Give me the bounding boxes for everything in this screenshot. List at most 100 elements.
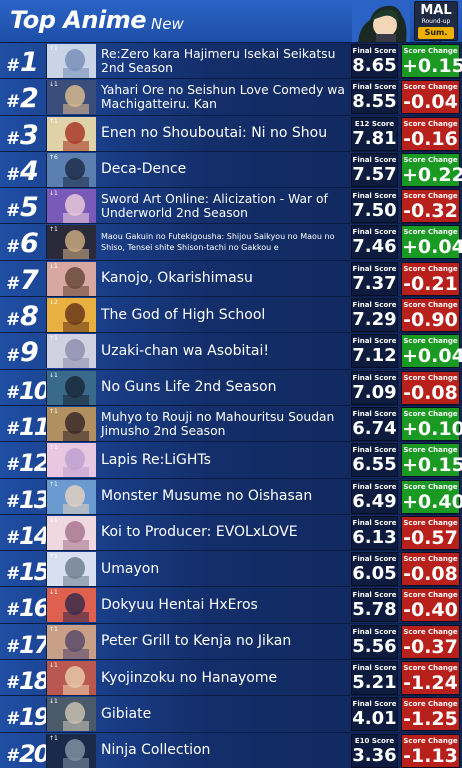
score-change-box: Score Change -1.24	[401, 661, 460, 696]
anime-title: Maou Gakuin no Futekigousha: Shijou Saik…	[101, 232, 335, 253]
score-change-label: Score Change	[403, 409, 458, 418]
score-label: E12 Score	[354, 119, 395, 128]
badge-roundup-text: Round-up	[421, 18, 451, 25]
rank-number: # 10	[6, 376, 50, 405]
rank-movement: ↓2	[49, 299, 58, 307]
rank-movement: ↓1	[49, 589, 58, 597]
anime-thumbnail: ↑1	[46, 443, 96, 478]
score-change-box: Score Change -1.25	[401, 697, 460, 732]
score-box: Final Score 7.29	[351, 298, 398, 333]
anime-thumbnail: ↑1	[46, 479, 96, 514]
score-box: Final Score 8.65	[351, 44, 398, 78]
ranking-row: # 18 ↓1 Kyojinzoku no Hanayome Final Sco…	[0, 659, 462, 696]
ranking-row: # 2 ↓1 Yahari Ore no Seishun Love Comedy…	[0, 78, 462, 115]
score-value: 7.37	[352, 272, 397, 294]
score-value: 6.13	[352, 526, 397, 548]
score-change-box: Score Change +0.04	[401, 334, 462, 369]
score-change-label: Score Change	[403, 446, 458, 455]
rank-movement: ↑1	[49, 407, 58, 415]
score-label: Final Score	[352, 337, 397, 346]
rank-number: # 9	[6, 337, 39, 369]
anime-title: Gibiate	[101, 705, 152, 722]
score-change-box: Score Change -1.13	[401, 733, 460, 768]
anime-thumbnail: ↑1	[46, 116, 96, 151]
ranking-row: # 20 ↑1 Ninja Collection E10 Score 3.36 …	[0, 731, 462, 768]
score-change-label: Score Change	[403, 264, 458, 273]
score-change-label: Score Change	[403, 591, 458, 600]
score-change-box: Score Change -0.40	[401, 588, 460, 623]
score-change-value: -0.90	[403, 309, 458, 332]
score-label: Final Score	[352, 591, 397, 600]
rank-movement: ↑1	[49, 335, 58, 343]
score-change-value: -1.24	[403, 672, 458, 695]
rank-number: # 17	[6, 630, 50, 659]
rank-number: # 1	[6, 47, 39, 78]
rank-number: # 15	[6, 558, 50, 587]
score-value: 7.29	[352, 309, 397, 331]
score-value: 6.05	[352, 563, 397, 585]
anime-thumbnail: ↓1	[46, 515, 96, 550]
score-value: 7.09	[352, 381, 397, 403]
score-change-value: +0.10	[402, 417, 462, 440]
rank-number: # 13	[6, 485, 50, 514]
score-label: Final Score	[352, 446, 397, 455]
ranking-row: # 15 ↑1 Umayon Final Score 6.05 Score Ch…	[0, 550, 462, 587]
score-value: 5.21	[352, 672, 397, 694]
anime-thumbnail: ↑6	[46, 152, 96, 187]
anime-thumbnail: ↓1	[46, 370, 96, 405]
score-change-box: Score Change +0.10	[401, 406, 462, 441]
score-box: Final Score 6.05	[351, 552, 398, 587]
score-value: 7.12	[352, 345, 397, 367]
rank-movement: ↑1	[49, 480, 58, 488]
score-box: Final Score 7.09	[351, 370, 398, 405]
score-label: Final Score	[352, 482, 397, 491]
score-box: Final Score 7.37	[351, 261, 398, 296]
anime-thumbnail: ↓2	[46, 298, 96, 333]
rank-number: # 8	[6, 301, 39, 333]
score-change-box: Score Change +0.04	[401, 225, 462, 260]
rank-movement: ↓1	[49, 371, 58, 379]
rank-movement: ↑6	[49, 153, 58, 161]
score-change-box: Score Change -0.04	[401, 80, 460, 115]
score-box: Final Score 6.55	[351, 443, 398, 478]
ranking-row: # 11 ↑1 Muhyo to Rouji no Mahouritsu Sou…	[0, 404, 462, 442]
score-label: Final Score	[352, 228, 397, 237]
score-change-label: Score Change	[403, 155, 458, 164]
anime-title: Umayon	[101, 560, 160, 577]
rank-movement: ↓1	[49, 516, 58, 524]
score-box: Final Score 7.57	[351, 152, 398, 187]
anime-title: The God of High School	[101, 306, 266, 323]
anime-thumbnail: ↓1	[46, 80, 96, 115]
score-value: 3.36	[352, 744, 397, 766]
score-box: Final Score 7.12	[351, 334, 398, 369]
score-change-value: -0.08	[403, 563, 458, 586]
score-change-label: Score Change	[403, 555, 458, 564]
badge-logo-text: MAL	[420, 3, 452, 18]
rank-number: # 7	[6, 264, 39, 296]
character-illustration	[352, 0, 410, 42]
score-label: Final Score	[352, 627, 397, 636]
anime-title: Lapis Re:LiGHTs	[101, 451, 211, 468]
score-box: Final Score 7.50	[351, 189, 398, 224]
score-change-box: Score Change -0.90	[401, 298, 460, 333]
score-change-label: Score Change	[403, 337, 458, 346]
score-value: 5.56	[352, 635, 397, 657]
score-change-box: Score Change +0.22	[401, 152, 462, 187]
anime-thumbnail: ↓1	[46, 261, 96, 296]
score-change-value: -0.32	[403, 200, 458, 223]
rank-number: # 20	[6, 739, 50, 768]
ranking-row: # 19 ↓1 Gibiate Final Score 4.01 Score C…	[0, 695, 462, 732]
score-box: E12 Score 7.81	[351, 116, 398, 151]
anime-title: Enen no Shouboutai: Ni no Shou	[101, 125, 328, 142]
score-change-box: Score Change +0.40	[401, 479, 462, 514]
score-value: 6.55	[352, 454, 397, 476]
rank-movement: ↓1	[49, 698, 58, 706]
anime-title: Yahari Ore no Seishun Love Comedy wa Mac…	[101, 83, 345, 112]
rank-movement: ↑1	[49, 226, 58, 234]
score-change-label: Score Change	[403, 664, 458, 673]
score-value: 4.01	[352, 708, 397, 730]
rank-movement: ↑1	[49, 734, 58, 742]
ranking-row: # 13 ↑1 Monster Musume no Oishasan Final…	[0, 477, 462, 514]
score-box: Final Score 5.56	[351, 624, 398, 659]
rank-number: # 3	[6, 119, 39, 151]
